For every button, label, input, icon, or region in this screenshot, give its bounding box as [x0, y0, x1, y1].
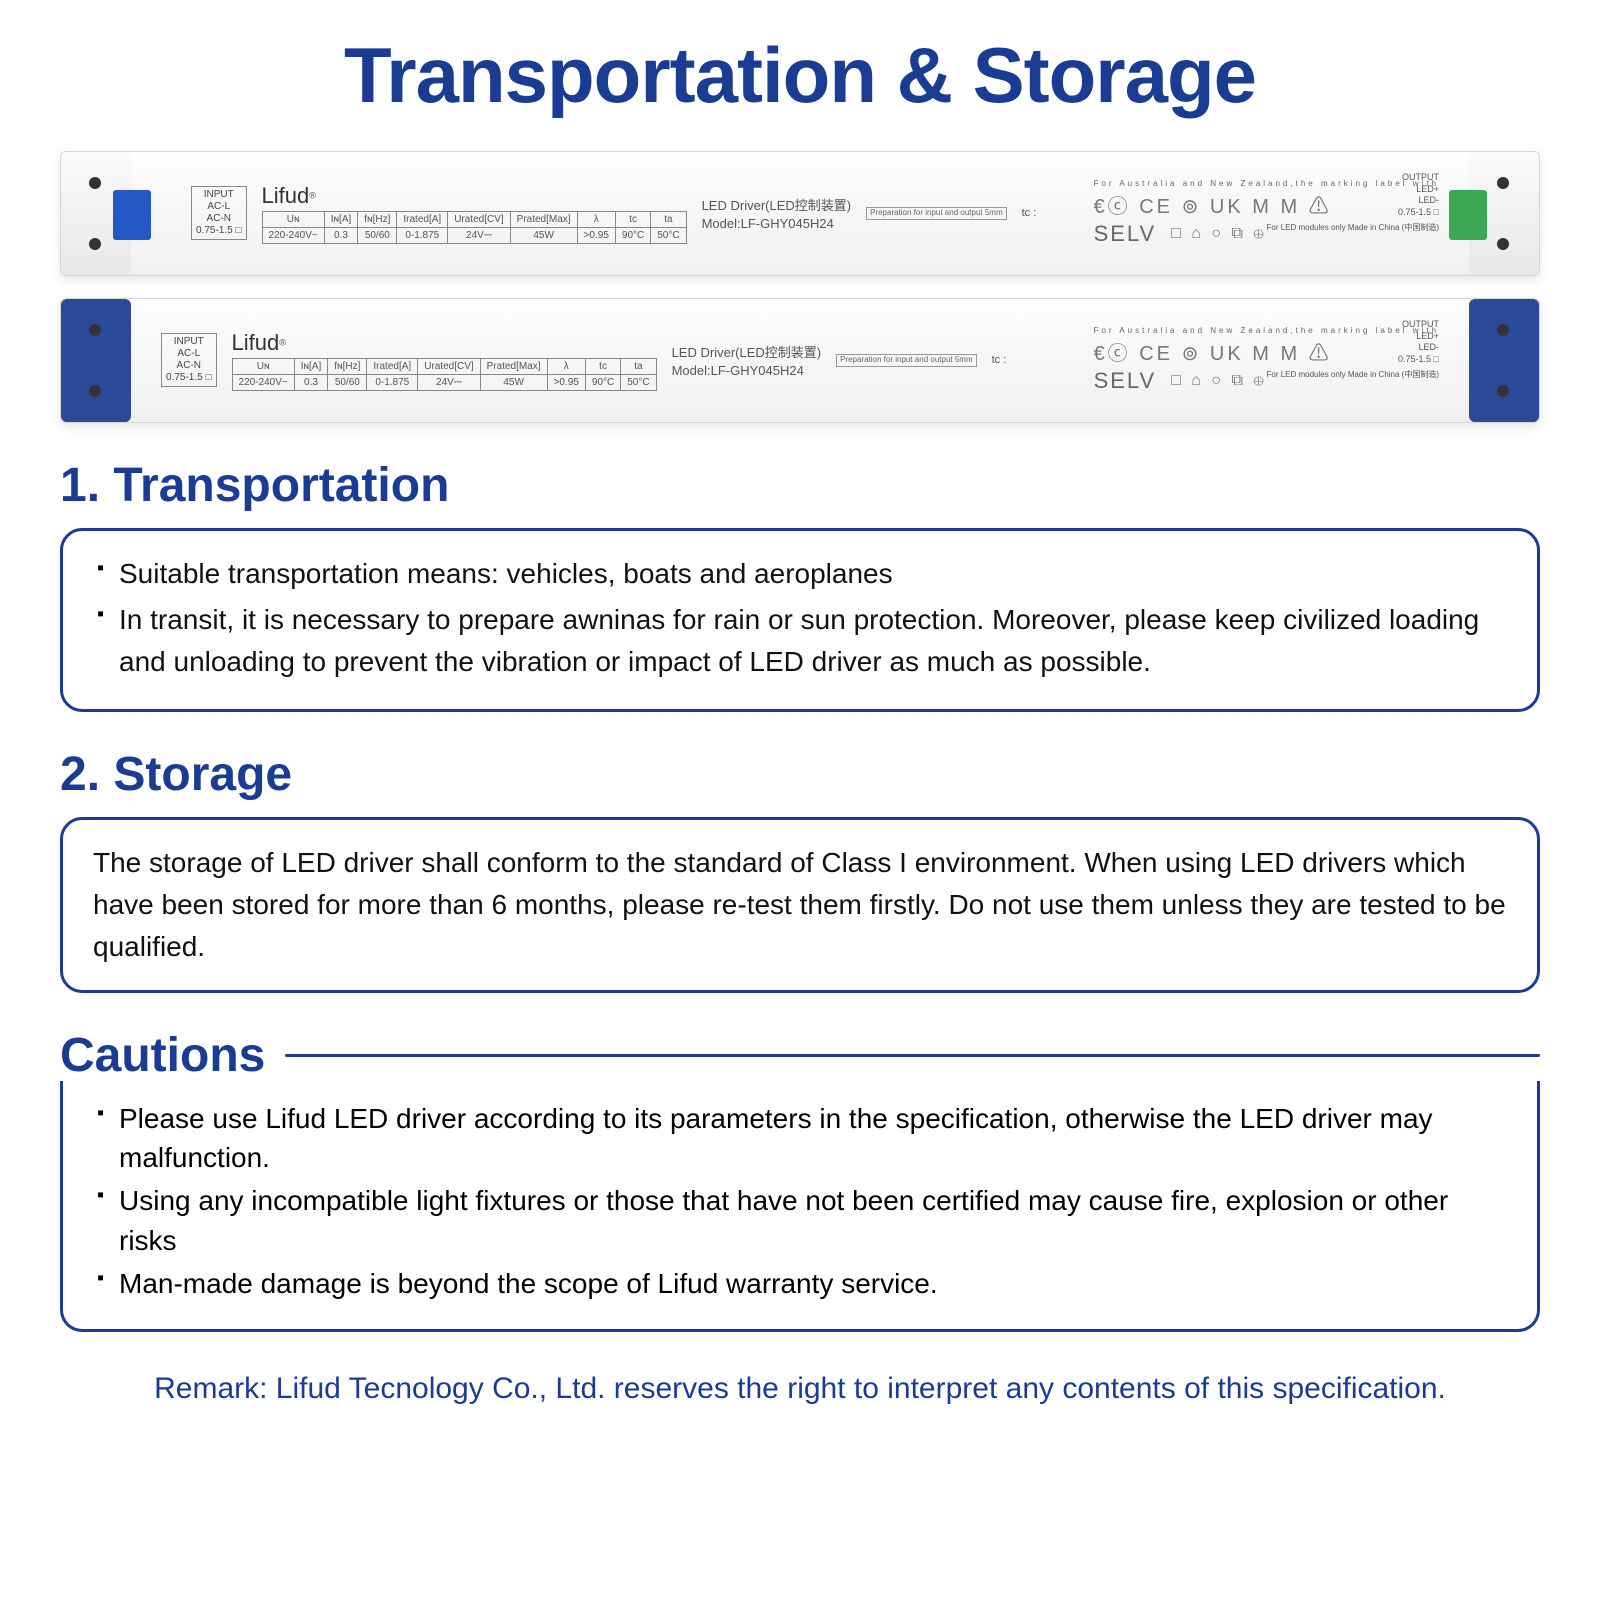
page-title: Transportation & Storage — [60, 30, 1540, 121]
caution-item: Using any incompatible light fixtures or… — [93, 1181, 1507, 1259]
input-terminal — [113, 190, 151, 240]
spec-table: UɴIɴ[A]fɴ[Hz] Irated[A]Urated[CV]Prated[… — [262, 211, 687, 244]
output-terminal — [1449, 190, 1487, 240]
transportation-item: In transit, it is necessary to prepare a… — [93, 599, 1507, 683]
remark-text: Remark: Lifud Tecnology Co., Ltd. reserv… — [60, 1372, 1540, 1406]
end-cap-right — [1469, 152, 1539, 275]
end-cap-right-blue — [1469, 299, 1539, 422]
caution-item: Please use Lifud LED driver according to… — [93, 1099, 1507, 1177]
prep-note: Preparation for input and output 5mm — [866, 207, 1007, 220]
cautions-box: Please use Lifud LED driver according to… — [60, 1081, 1540, 1332]
transportation-heading: 1. Transportation — [60, 458, 1540, 513]
product-image-area: INPUT AC-L AC-N 0.75-1.5 □ Lifud® UɴIɴ[A… — [60, 151, 1540, 423]
driver-unit-2: INPUT AC-L AC-N 0.75-1.5 □ Lifud® UɴIɴ[A… — [60, 298, 1540, 423]
transportation-item: Suitable transportation means: vehicles,… — [93, 553, 1507, 595]
divider-line — [285, 1054, 1540, 1057]
brand-logo: Lifud — [262, 183, 310, 208]
end-cap-left — [61, 152, 131, 275]
input-spec-box-2: INPUT AC-L AC-N 0.75-1.5 □ — [161, 333, 217, 387]
storage-heading: 2. Storage — [60, 747, 1540, 802]
input-spec-box: INPUT AC-L AC-N 0.75-1.5 □ — [191, 186, 247, 240]
transportation-box: Suitable transportation means: vehicles,… — [60, 528, 1540, 712]
end-cap-left-blue — [61, 299, 131, 422]
driver-unit-1: INPUT AC-L AC-N 0.75-1.5 □ Lifud® UɴIɴ[A… — [60, 151, 1540, 276]
storage-box: The storage of LED driver shall conform … — [60, 817, 1540, 993]
output-spec-box: OUTPUT LED+ LED- 0.75-1.5 □ For LED modu… — [1266, 172, 1439, 233]
caution-item: Man-made damage is beyond the scope of L… — [93, 1264, 1507, 1303]
cautions-heading: Cautions — [60, 1028, 265, 1083]
